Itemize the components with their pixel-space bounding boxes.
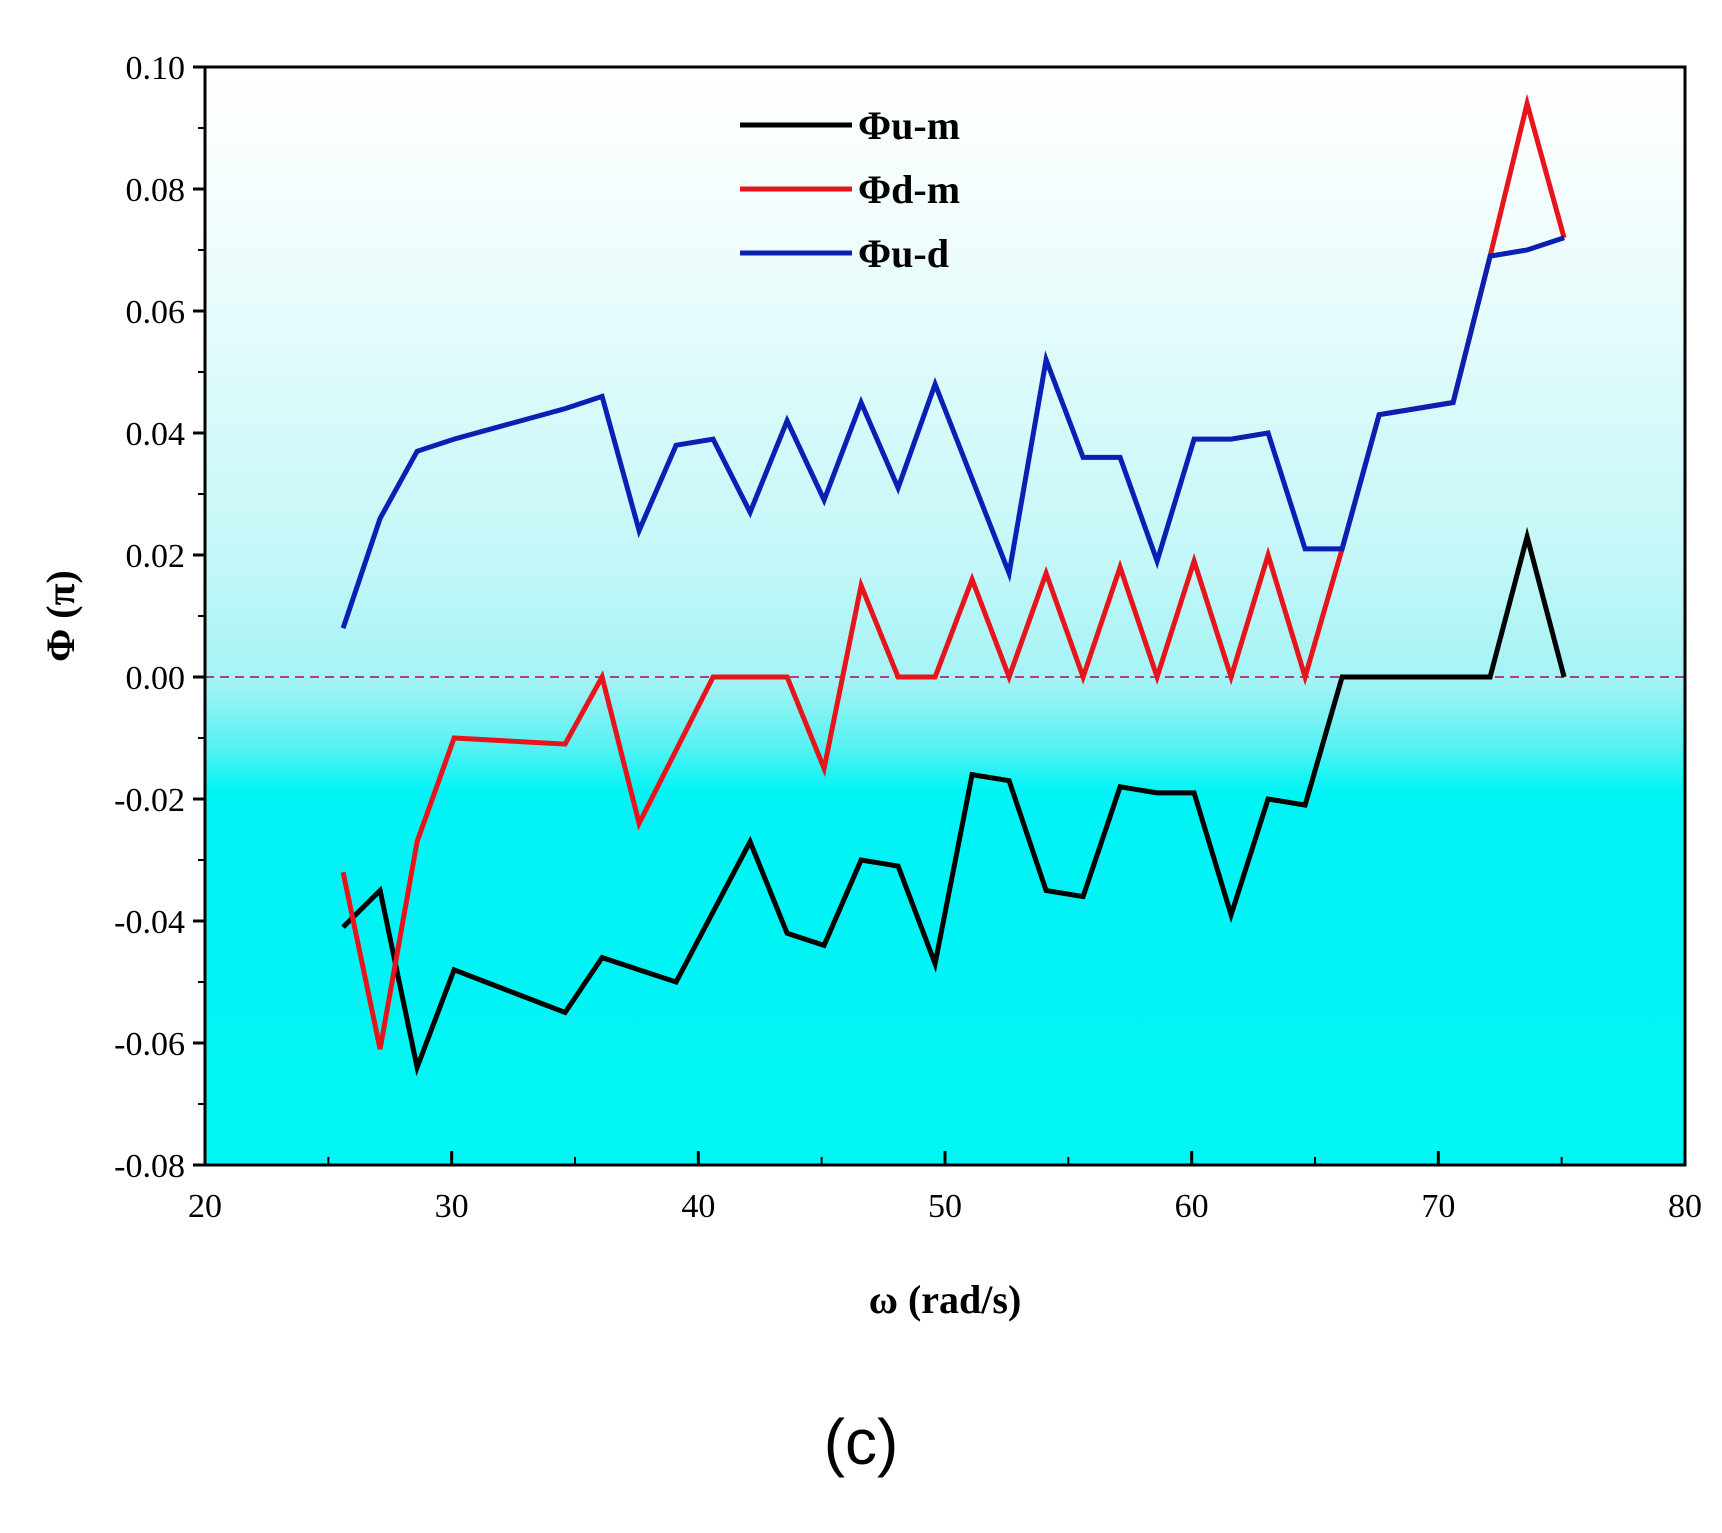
- series-line-2: [340, 235, 1565, 629]
- y-tick-label: 0.06: [126, 294, 186, 331]
- panel-label: (c): [823, 1406, 899, 1478]
- x-tick-label: 50: [928, 1188, 962, 1225]
- series-group: [340, 93, 1567, 1077]
- x-tick-label: 40: [681, 1188, 715, 1225]
- y-tick-label: 0.00: [126, 660, 186, 697]
- y-tick-label: 0.10: [126, 50, 186, 87]
- y-tick-label: 0.04: [126, 416, 186, 453]
- legend-label-u-d: Φu-d: [858, 231, 949, 276]
- legend-label-u-m: Φu-m: [858, 103, 960, 148]
- x-axis-title: ω (rad/s): [869, 1277, 1022, 1322]
- y-axis-title: Φ (π): [38, 570, 83, 662]
- y-axis-ticks: -0.08 -0.06 -0.04 -0.02 0.00 0.02 0.04 0.06 0.08…: [114, 50, 205, 1185]
- series-line-0: [341, 526, 1567, 1077]
- y-tick-label: -0.06: [114, 1026, 185, 1063]
- x-tick-label: 20: [188, 1188, 222, 1225]
- x-tick-label: 60: [1175, 1188, 1209, 1225]
- legend-label-d-m: Φd-m: [858, 167, 960, 212]
- y-tick-label: 0.08: [126, 172, 186, 209]
- y-tick-label: -0.02: [114, 782, 185, 819]
- y-tick-label: 0.02: [126, 538, 186, 575]
- x-axis-ticks: 20 30 40 50 60 70 80: [188, 1151, 1702, 1225]
- y-tick-label: -0.04: [114, 904, 185, 941]
- x-tick-label: 80: [1668, 1188, 1702, 1225]
- legend: Φu-m Φd-m Φu-d: [740, 103, 960, 276]
- x-tick-label: 70: [1421, 1188, 1455, 1225]
- y-tick-label: -0.08: [114, 1148, 185, 1185]
- x-tick-label: 30: [435, 1188, 469, 1225]
